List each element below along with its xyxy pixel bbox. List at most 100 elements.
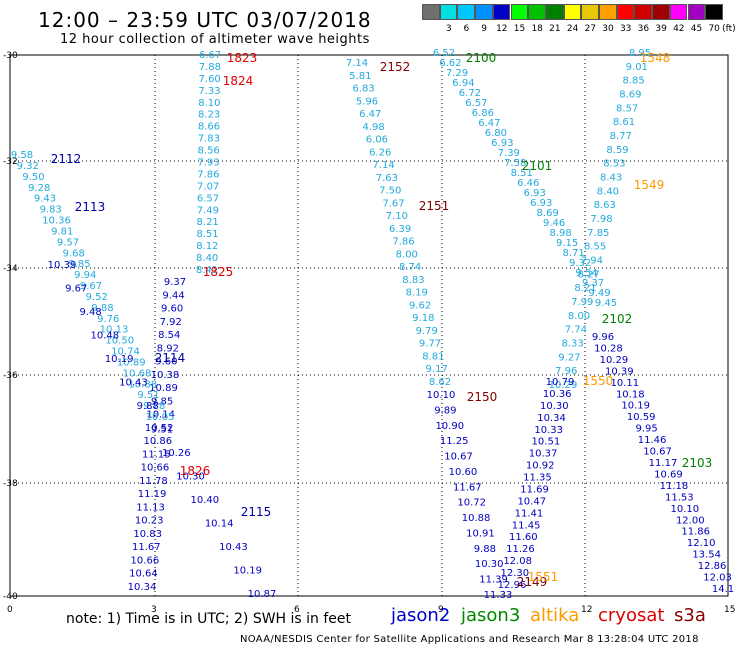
swh-value: 12.00: [676, 515, 705, 526]
swh-value: 4.98: [362, 122, 384, 133]
swh-value: 10.43: [119, 378, 148, 389]
y-tick-label: -40: [3, 592, 18, 602]
x-tick-label: 9: [438, 605, 444, 615]
swh-value: 8.23: [198, 110, 220, 121]
scale-swatch: [439, 4, 458, 20]
swh-value: 10.28: [594, 343, 623, 354]
swh-value: 7.83: [198, 134, 220, 145]
swh-value: 9.37: [164, 277, 186, 288]
swh-value: 9.62: [409, 300, 431, 311]
scale-label: 70: [708, 24, 720, 34]
y-tick-label: -32: [3, 157, 18, 167]
swh-value: 10.10: [670, 504, 699, 515]
swh-value: 11.35: [523, 473, 552, 484]
swh-value: 10.92: [526, 461, 555, 472]
swh-value: 10.30: [475, 559, 504, 570]
swh-value: 8.74: [399, 262, 421, 273]
swh-value: 6.72: [459, 88, 481, 99]
swh-value: 10.69: [654, 469, 683, 480]
swh-value: 14.1: [712, 584, 734, 595]
swh-value: 11.41: [515, 508, 544, 519]
swh-value: 9.77: [419, 339, 441, 350]
swh-value: 10.74: [111, 347, 140, 358]
swh-value: 10.37: [529, 449, 558, 460]
swh-value: 7.99: [571, 297, 593, 308]
swh-value: 10.47: [517, 496, 546, 507]
swh-value: 5.96: [356, 96, 378, 107]
scale-swatch: [599, 4, 617, 20]
swh-value: 11.53: [665, 492, 694, 503]
chart-subtitle: 12 hour collection of altimeter wave hei…: [60, 32, 370, 47]
map-frame: [9, 54, 729, 597]
scale-swatch: [634, 4, 653, 20]
swh-value: 10.50: [105, 336, 134, 347]
swh-value: 10.64: [129, 569, 158, 580]
swh-value: 9.18: [412, 313, 434, 324]
swh-value: 7.88: [199, 62, 221, 73]
swh-value: 10.30: [540, 401, 569, 412]
swh-value: 8.56: [198, 146, 220, 157]
swh-value: 9.52: [86, 292, 108, 303]
swh-value: 8.53: [603, 159, 625, 170]
swh-value: 9.28: [28, 183, 50, 194]
swh-value: 6.52: [433, 48, 455, 59]
scale-swatch: [475, 4, 493, 20]
pass-id-label: 2152: [380, 60, 411, 74]
swh-value: 10.88: [128, 379, 157, 390]
scale-swatch: [422, 4, 440, 20]
swh-value: 6.86: [472, 108, 494, 119]
pass-id-label: 2149: [517, 575, 548, 589]
swh-value: 10.43: [219, 542, 248, 553]
swh-value: 11.26: [506, 544, 535, 555]
swh-value: 8.66: [198, 122, 220, 133]
swh-value: 11.19: [138, 489, 167, 500]
swh-value: 6.62: [439, 58, 461, 69]
swh-value: 8.57: [616, 103, 638, 114]
swh-value: 10.14: [146, 410, 175, 421]
swh-value: 10.83: [133, 529, 162, 540]
swh-value: 7.74: [565, 325, 587, 336]
swh-value: 6.47: [478, 118, 500, 129]
swh-value: 10.87: [248, 589, 277, 600]
swh-value: 8.83: [402, 275, 424, 286]
swh-value: 9.88: [474, 544, 496, 555]
swh-value: 7.14: [372, 160, 394, 171]
swh-value: 10.66: [131, 555, 160, 566]
swh-value: 9.81: [51, 226, 73, 237]
swh-value: 12.08: [503, 556, 532, 567]
swh-value: 10.30: [176, 472, 205, 483]
swh-value: 7.33: [198, 86, 220, 97]
swh-value: 9.67: [65, 284, 87, 295]
swh-value: 6.46: [517, 178, 539, 189]
swh-value: 8.62: [429, 377, 451, 388]
swh-value: 13.54: [692, 550, 721, 561]
scale-swatch: [457, 4, 476, 20]
swh-value: 7.49: [197, 205, 219, 216]
swh-value: 11.33: [484, 590, 513, 601]
swh-value: 10.90: [435, 421, 464, 432]
chart-title: 12:00 – 23:59 UTC 03/07/2018: [38, 8, 372, 32]
swh-value: 9.58: [11, 150, 33, 161]
swh-value: 10.59: [627, 412, 656, 423]
swh-value: 11.67: [132, 542, 161, 553]
pass-id-label: 2114: [155, 351, 186, 365]
swh-value: 8.43: [600, 173, 622, 184]
swh-value: 6.93: [524, 188, 546, 199]
scale-label: 3: [445, 24, 452, 34]
swh-value: 7.85: [587, 228, 609, 239]
scale-swatch: [563, 4, 582, 20]
swh-value: 8.40: [597, 186, 619, 197]
swh-value: 11.15: [142, 449, 171, 460]
swh-value: 11.25: [440, 436, 469, 447]
swh-value: 11.69: [520, 484, 549, 495]
swh-value: 9.48: [79, 307, 101, 318]
swh-value: 10.14: [205, 519, 234, 530]
swh-value: 9.88: [91, 303, 113, 314]
swh-value: 10.72: [457, 498, 486, 509]
swh-value: 7.96: [555, 366, 577, 377]
swh-value: 9.37: [582, 278, 604, 289]
swh-value: 9.44: [162, 290, 184, 301]
swh-value: 9.79: [416, 326, 438, 337]
swh-value: 9.46: [543, 218, 565, 229]
